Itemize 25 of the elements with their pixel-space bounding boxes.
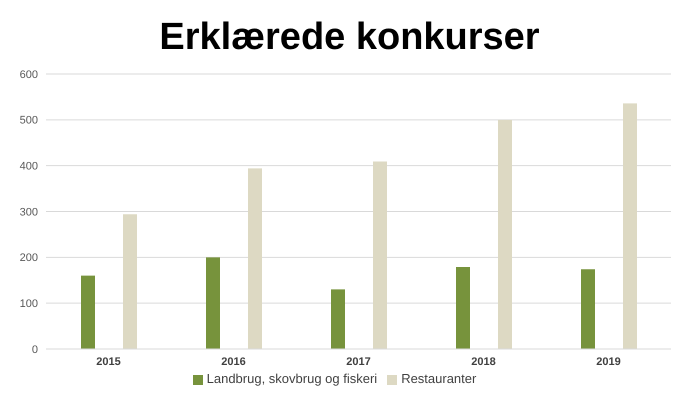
y-tick-label: 200 <box>20 252 38 264</box>
bar <box>373 162 387 349</box>
y-tick-label: 600 <box>20 68 38 81</box>
bar <box>206 257 220 349</box>
legend-label: Landbrug, skovbrug og fiskeri <box>206 371 378 386</box>
y-tick-label: 0 <box>32 344 38 356</box>
y-tick-label: 400 <box>20 160 38 173</box>
y-tick-label: 500 <box>20 114 38 127</box>
bar <box>248 168 262 349</box>
x-tick-label: 2018 <box>471 356 496 368</box>
bar <box>623 103 637 349</box>
x-tick-label: 2019 <box>596 356 621 368</box>
y-tick-label: 100 <box>20 298 38 310</box>
x-tick-label: 2016 <box>221 356 246 368</box>
bar <box>456 266 470 349</box>
y-tick-label: 300 <box>20 206 38 218</box>
bar <box>498 120 512 349</box>
legend-label: Restauranter <box>401 371 476 386</box>
bar <box>81 276 95 349</box>
x-tick-label: 2017 <box>346 356 371 368</box>
chart-title: Erklærede konkurser <box>158 15 541 60</box>
bar <box>123 214 137 349</box>
bar <box>331 289 345 349</box>
x-tick-label: 2015 <box>96 356 121 368</box>
bar <box>581 269 595 349</box>
